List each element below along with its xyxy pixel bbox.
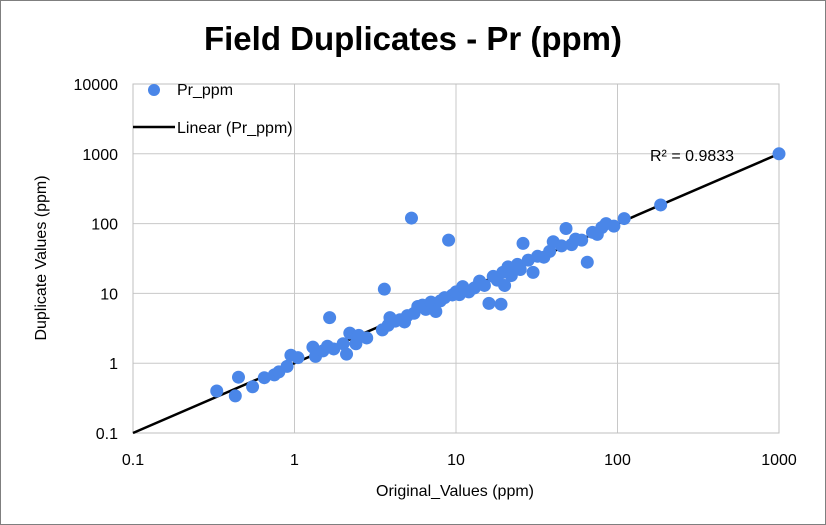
data-point xyxy=(442,233,456,247)
x-tick-label: 0.1 xyxy=(122,452,144,469)
chart-title: Field Duplicates - Pr (ppm) xyxy=(204,20,622,57)
data-point xyxy=(580,255,594,269)
data-point xyxy=(246,380,260,394)
data-point xyxy=(654,198,668,212)
data-point xyxy=(559,222,573,236)
x-tick-label: 1 xyxy=(290,452,299,469)
y-tick-label: 0.1 xyxy=(96,426,118,443)
data-point xyxy=(404,211,418,225)
y-tick-label: 10000 xyxy=(74,77,119,94)
data-point xyxy=(228,389,242,403)
data-point xyxy=(516,236,530,250)
data-point xyxy=(291,351,305,365)
plot-border xyxy=(132,83,780,434)
plot-area xyxy=(132,83,780,434)
data-point xyxy=(482,296,496,310)
data-point xyxy=(231,370,245,384)
data-point xyxy=(554,239,568,253)
data-point xyxy=(617,212,631,226)
data-point xyxy=(772,147,786,161)
data-point xyxy=(323,311,337,325)
data-point xyxy=(607,219,621,233)
x-tick-label: 1000 xyxy=(761,452,797,469)
data-point xyxy=(280,359,294,373)
legend-label-trendline: Linear (Pr_ppm) xyxy=(177,120,293,137)
x-tick-label: 100 xyxy=(604,452,631,469)
data-point xyxy=(477,278,491,292)
y-tick-label: 100 xyxy=(91,217,118,234)
data-point xyxy=(340,347,354,361)
x-tick-label: 10 xyxy=(447,452,465,469)
y-axis-title: Duplicate Values (ppm) xyxy=(33,175,50,340)
data-point xyxy=(429,305,443,319)
data-point xyxy=(360,331,374,345)
data-point xyxy=(494,297,508,311)
points-layer xyxy=(210,147,786,403)
legend: Pr_ppm Linear (Pr_ppm) xyxy=(133,82,293,137)
data-point xyxy=(575,233,589,247)
data-point xyxy=(210,384,224,398)
data-point xyxy=(513,262,527,276)
y-tick-label: 1 xyxy=(109,356,118,373)
data-point xyxy=(336,337,350,351)
r-squared-annotation: R² = 0.9833 xyxy=(650,148,734,165)
legend-marker-points xyxy=(148,84,160,96)
y-tick-label: 1000 xyxy=(82,147,118,164)
legend-label-points: Pr_ppm xyxy=(177,82,233,99)
data-point xyxy=(526,265,540,279)
data-point xyxy=(257,371,271,385)
y-tick-labels: 0.1 1 10 100 1000 10000 xyxy=(74,77,119,443)
data-point xyxy=(377,282,391,296)
data-point xyxy=(498,278,512,292)
y-tick-label: 10 xyxy=(100,286,118,303)
x-tick-labels: 0.1 1 10 100 1000 xyxy=(122,452,797,469)
x-axis-title: Original_Values (ppm) xyxy=(376,483,534,500)
